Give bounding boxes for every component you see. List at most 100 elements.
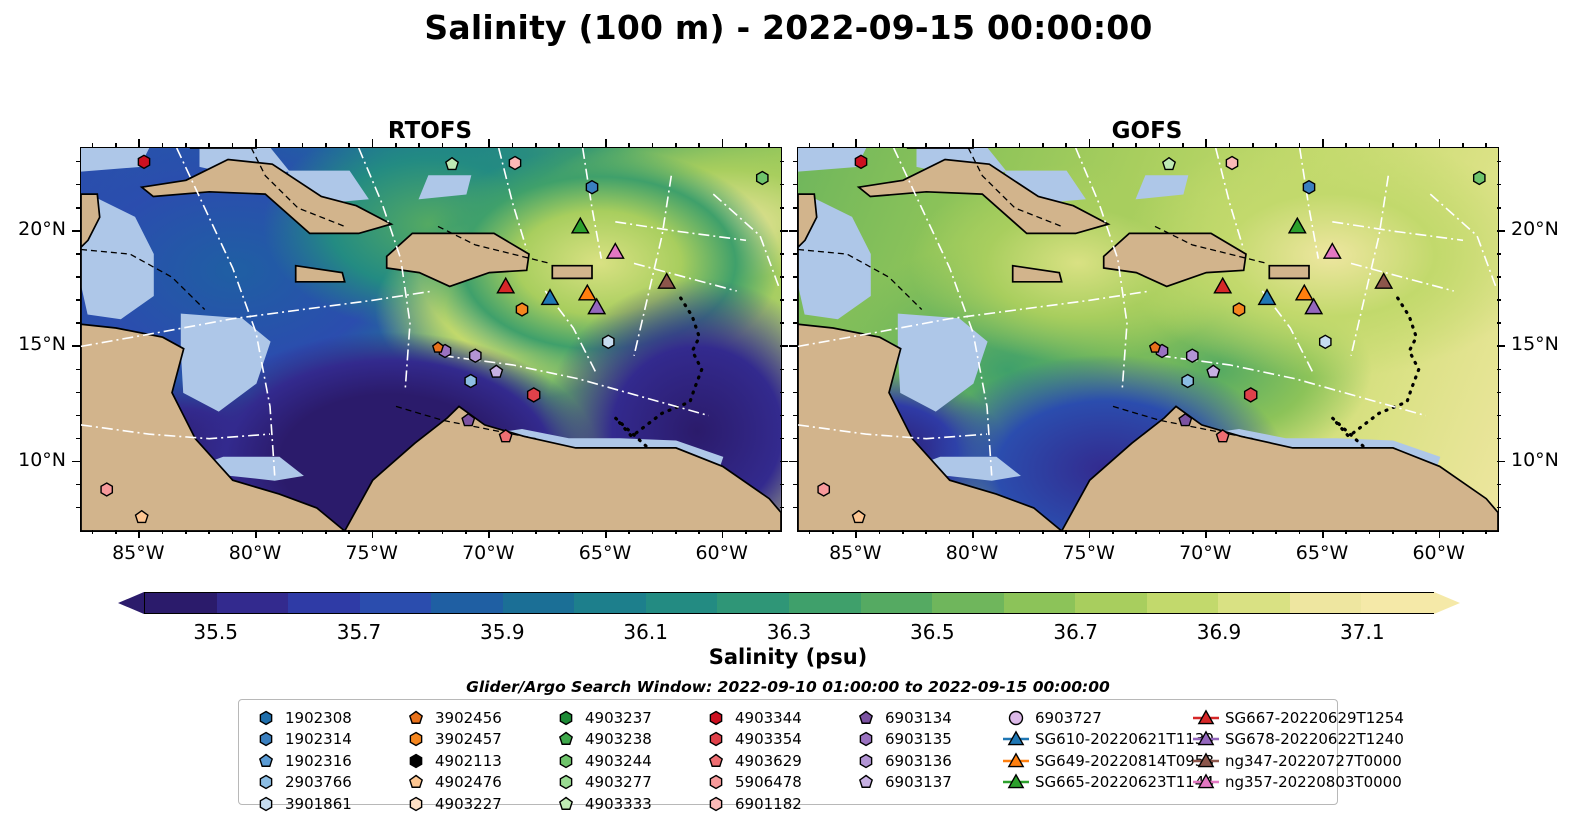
xtick-minor (511, 530, 514, 534)
map-marker-SG678-20220622T1240[interactable] (1304, 297, 1324, 315)
map-marker-4903629[interactable] (498, 429, 513, 443)
legend-entry[interactable]: 4903277 (549, 772, 699, 794)
legend-entry[interactable]: 5906478 (699, 772, 849, 794)
map-marker-4903333[interactable] (444, 156, 460, 171)
map-marker-4903333[interactable] (1161, 156, 1177, 171)
map-marker-6903134[interactable] (461, 412, 476, 427)
map-marker-5906478[interactable] (817, 482, 831, 497)
ytick-minor-r (780, 160, 784, 163)
map-marker-6903136[interactable] (1185, 348, 1199, 364)
legend-entry[interactable]: 4903244 (549, 750, 699, 772)
legend-entry[interactable]: 6903136 (849, 750, 999, 772)
legend-entry[interactable]: 4903238 (549, 729, 699, 751)
legend-entry[interactable]: SG665-20220623T1144 (999, 772, 1214, 794)
map-marker-4903344[interactable] (854, 154, 868, 170)
legend-marker-icon (399, 730, 433, 748)
map-marker-SG610-20220621T1130[interactable] (1257, 288, 1277, 306)
map-marker-ng347-20220727T0000[interactable] (657, 272, 677, 289)
xtick-major (488, 530, 490, 538)
map-marker-ng357-20220803T0000[interactable] (605, 242, 625, 259)
xtick-minor-top (808, 143, 811, 147)
ytick-major (789, 345, 797, 347)
legend-entry[interactable]: 2903766 (249, 772, 399, 794)
map-marker-SG667-20220629T1254[interactable] (496, 276, 516, 294)
map-marker-SG649-20220814T0958[interactable] (577, 283, 597, 301)
legend-entry[interactable]: 1902314 (249, 729, 399, 751)
legend-entry[interactable]: 4903344 (699, 707, 849, 729)
legend-entry[interactable]: SG610-20220621T1130 (999, 729, 1214, 751)
legend-entry[interactable]: 4903333 (549, 793, 699, 815)
legend-entry-label: 4903344 (735, 708, 802, 727)
xtick-minor (902, 530, 904, 534)
ytick-label: 20°N (18, 218, 66, 241)
map-marker-5906478[interactable] (100, 482, 114, 497)
map-marker-4903244[interactable] (1472, 170, 1486, 186)
map-marker-6901182[interactable] (1225, 155, 1239, 171)
xtick-minor-top (1112, 143, 1114, 147)
map-marker-3901861[interactable] (585, 179, 599, 195)
legend-entry[interactable]: 1902308 (249, 707, 399, 729)
map-marker-4903354[interactable] (1243, 387, 1258, 403)
legend-entry[interactable]: 6903727 (999, 707, 1189, 729)
map-marker-6903137[interactable] (489, 364, 504, 378)
map-marker-SG667-20220629T1254[interactable] (1213, 276, 1233, 294)
map-marker-4903629[interactable] (1215, 429, 1230, 443)
legend-entry[interactable]: 3902456 (399, 707, 549, 729)
legend-entry[interactable]: 4903629 (699, 750, 849, 772)
map-marker-1902316[interactable] (1181, 373, 1195, 389)
map-marker-SG610-20220621T1130[interactable] (540, 288, 560, 306)
map-marker-4902476[interactable] (851, 509, 866, 524)
map-marker-2903766[interactable] (1318, 334, 1332, 350)
xtick-minor-top (278, 143, 280, 147)
legend-entry[interactable]: 4903354 (699, 729, 849, 751)
map-marker-4903344[interactable] (137, 154, 151, 170)
map-marker-3902457[interactable] (515, 302, 529, 317)
legend-entry[interactable]: 4902476 (399, 772, 549, 794)
legend-entry[interactable]: 6903134 (849, 707, 999, 729)
legend-entry[interactable]: 6903135 (849, 729, 999, 751)
ytick-minor-r (1497, 253, 1501, 255)
legend-marker-icon (699, 752, 733, 770)
map-marker-SG665-20220623T1144[interactable] (570, 216, 590, 234)
legend-entry[interactable]: 4902113 (399, 750, 549, 772)
map-marker-2903766[interactable] (601, 334, 615, 350)
map-marker-SG665-20220623T1144[interactable] (1287, 216, 1307, 234)
legend-entry[interactable]: SG667-20220629T1254 (1189, 707, 1404, 729)
legend-entry[interactable]: 4903227 (399, 793, 549, 815)
map-marker-3902456[interactable] (431, 341, 445, 353)
map-axes-gofs[interactable] (797, 147, 1499, 532)
map-marker-4903354[interactable] (526, 387, 541, 403)
legend-entry[interactable]: 3901861 (249, 793, 399, 815)
map-marker-6901182[interactable] (508, 155, 522, 171)
map-marker-4903244[interactable] (755, 170, 769, 186)
legend-entry[interactable]: ng357-20220803T0000 (1189, 772, 1402, 794)
map-marker-3901861[interactable] (1302, 179, 1316, 195)
colorbar-band (502, 593, 577, 613)
legend-entry[interactable]: 6901182 (699, 793, 849, 815)
map-marker-4902476[interactable] (134, 509, 149, 524)
legend-entry[interactable]: 6903137 (849, 772, 999, 794)
colorbar-band (145, 593, 220, 613)
map-marker-SG649-20220814T0958[interactable] (1294, 283, 1314, 301)
legend-entry[interactable]: SG678-20220622T1240 (1189, 729, 1404, 751)
map-marker-1902316[interactable] (464, 373, 478, 389)
legend-entry[interactable]: 1902316 (249, 750, 399, 772)
map-axes-rtofs[interactable] (80, 147, 782, 532)
map-marker-6903136[interactable] (468, 348, 482, 364)
legend-entry[interactable]: 3902457 (399, 729, 549, 751)
legend-entry[interactable]: 4903237 (549, 707, 699, 729)
map-marker-3902456[interactable] (1148, 341, 1162, 353)
map-marker-SG678-20220622T1240[interactable] (587, 297, 607, 315)
legend-entry[interactable]: ng347-20220727T0000 (1189, 750, 1402, 772)
ytick-major-r (1497, 230, 1505, 232)
legend-entry[interactable]: SG649-20220814T0958 (999, 750, 1214, 772)
xtick-minor (1252, 530, 1254, 534)
ytick-minor (76, 368, 80, 371)
map-marker-3902457[interactable] (1232, 302, 1246, 317)
xtick-label: 70°W (1179, 542, 1232, 564)
map-marker-ng357-20220803T0000[interactable] (1322, 242, 1342, 259)
map-marker-6903134[interactable] (1178, 412, 1193, 427)
xtick-major (255, 530, 257, 538)
map-marker-ng347-20220727T0000[interactable] (1374, 272, 1394, 289)
map-marker-6903137[interactable] (1206, 364, 1221, 378)
